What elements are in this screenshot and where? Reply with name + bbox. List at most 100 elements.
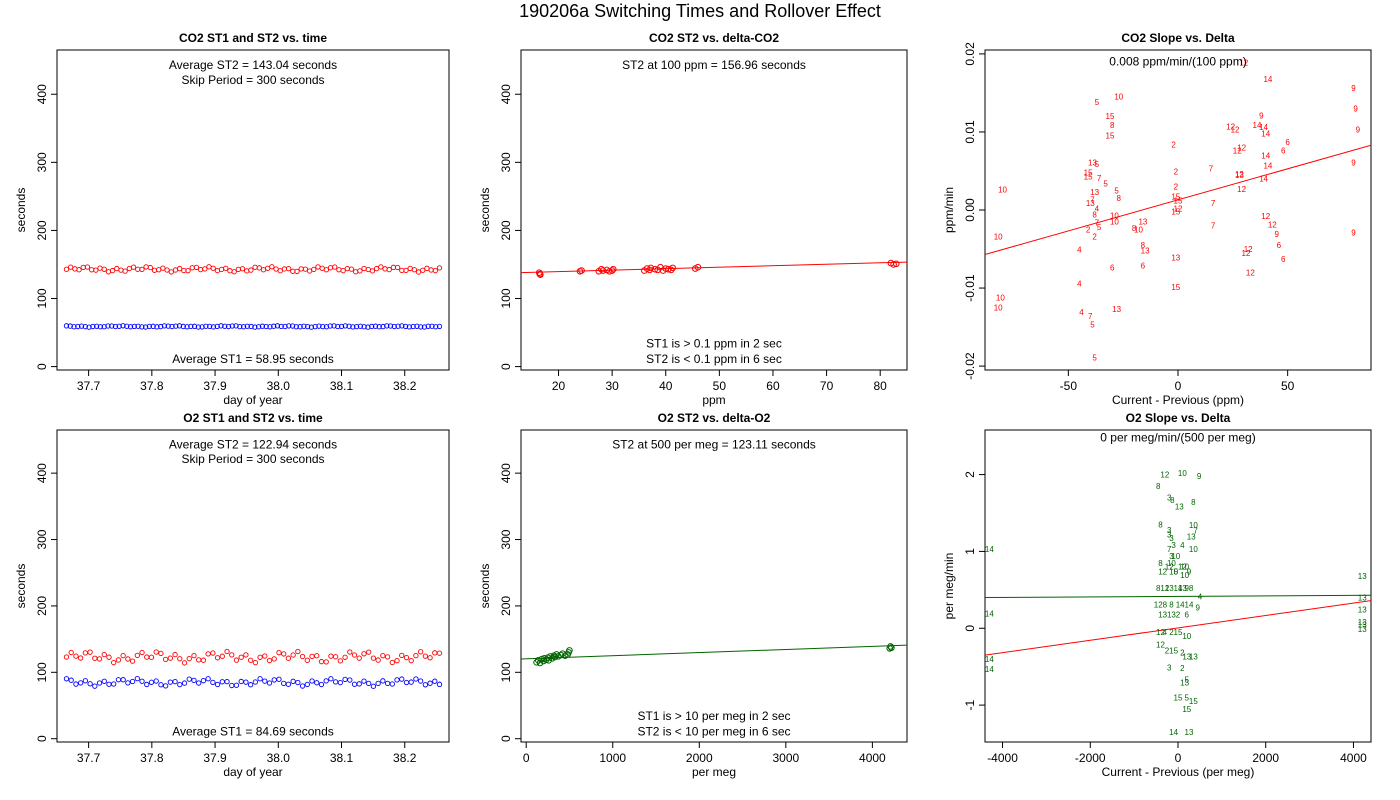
x-tick-label: 1000 <box>599 751 626 765</box>
data-point <box>278 323 284 330</box>
data-label: 10 <box>1167 559 1176 568</box>
data-point <box>112 323 119 330</box>
data-point <box>406 324 413 330</box>
data-point <box>167 655 174 661</box>
data-point <box>191 323 198 329</box>
data-point <box>160 265 166 271</box>
data-label: 14 <box>1259 175 1268 184</box>
data-point <box>248 323 254 330</box>
data-point <box>205 651 211 657</box>
data-point <box>196 680 202 686</box>
data-label: 10 <box>1182 632 1191 641</box>
data-point <box>380 678 386 684</box>
data-label: 13 <box>1180 679 1189 688</box>
data-point <box>135 323 141 329</box>
data-point <box>223 265 229 271</box>
data-point <box>370 683 377 689</box>
data-point <box>337 679 344 686</box>
data-label: 15 <box>1106 132 1115 141</box>
data-point <box>154 324 160 330</box>
data-point <box>538 655 546 663</box>
data-point <box>427 655 433 661</box>
y-tick-label: 0 <box>963 625 977 632</box>
data-label: 13 <box>1088 158 1097 167</box>
data-label: 8 <box>1163 600 1168 609</box>
data-point <box>177 681 183 688</box>
data-label: 10 <box>998 186 1007 195</box>
data-point <box>106 654 112 660</box>
chart-title: CO2 ST1 and ST2 vs. time <box>179 31 327 45</box>
data-point <box>294 268 300 275</box>
data-point <box>87 681 93 687</box>
data-point <box>188 323 194 329</box>
data-label: 3 <box>1169 534 1174 543</box>
data-label: 10 <box>1134 225 1143 234</box>
y-tick-label: 400 <box>35 463 49 483</box>
data-point <box>77 680 84 686</box>
data-point <box>101 324 107 330</box>
data-label: 13 <box>1167 610 1176 619</box>
data-label: 12 <box>1231 125 1240 134</box>
data-point <box>266 680 273 686</box>
data-label: 9 <box>1356 125 1361 134</box>
data-point <box>332 679 339 685</box>
chart-title: CO2 Slope vs. Delta <box>1121 31 1235 45</box>
data-point <box>131 323 137 330</box>
data-label: 3 <box>1167 530 1172 539</box>
data-label: 7 <box>1209 165 1214 174</box>
data-point <box>214 681 221 688</box>
data-point <box>267 324 273 330</box>
y-tick-label: 300 <box>35 152 49 172</box>
data-point <box>63 266 70 272</box>
data-point <box>557 651 565 659</box>
data-label: 3 <box>1167 526 1172 535</box>
chart-p1: CO2 ST1 and ST2 vs. time 37.7 37.8 37.9 38.0… <box>14 31 450 407</box>
chart-p5: O2 ST2 vs. delta-O2 0 1000 2000 3000 4000 0 100… <box>478 411 908 779</box>
data-point <box>101 678 107 684</box>
data-label: 3 <box>1167 494 1172 503</box>
data-label: 5 <box>1095 160 1100 169</box>
data-label: 8 <box>1156 482 1161 491</box>
data-label: 8 <box>1158 520 1163 529</box>
figure-title: 190206a Switching Times and Rollover Eff… <box>519 1 881 21</box>
data-point <box>68 677 74 683</box>
x-tick-label: 2000 <box>686 751 713 765</box>
data-point <box>599 267 607 274</box>
data-point <box>257 676 263 682</box>
y-tick-label: 300 <box>35 529 49 549</box>
y-axis-label: seconds <box>14 188 28 233</box>
data-label: 8 <box>1189 584 1194 593</box>
data-point <box>73 653 79 659</box>
data-point <box>323 267 329 273</box>
data-point <box>144 654 150 660</box>
y-tick-label: 200 <box>35 596 49 616</box>
data-label: 9 <box>1197 472 1202 481</box>
data-point <box>139 324 145 330</box>
data-point <box>433 324 439 330</box>
data-point <box>181 680 188 686</box>
x-axis-label: day of year <box>223 765 282 779</box>
data-label: 10 <box>1189 521 1198 530</box>
data-point <box>225 323 232 330</box>
data-label: 9 <box>1185 584 1190 593</box>
data-point <box>129 678 136 685</box>
data-label: 15 <box>1106 112 1115 121</box>
data-point <box>547 653 554 660</box>
data-point <box>114 265 120 272</box>
data-point <box>394 264 401 271</box>
data-point <box>301 323 307 329</box>
fit-line <box>985 594 1371 599</box>
data-point <box>229 323 235 329</box>
data-point <box>403 679 410 686</box>
data-point <box>260 267 267 273</box>
data-point <box>97 324 104 330</box>
data-label: 12 <box>1226 122 1235 131</box>
data-label: 9 <box>1187 567 1192 576</box>
data-point <box>342 323 348 329</box>
data-label: 12 <box>1174 204 1183 213</box>
data-point <box>72 266 78 272</box>
y-tick-label: 1 <box>963 548 977 555</box>
annotation: Average ST2 = 143.04 seconds <box>169 58 337 72</box>
